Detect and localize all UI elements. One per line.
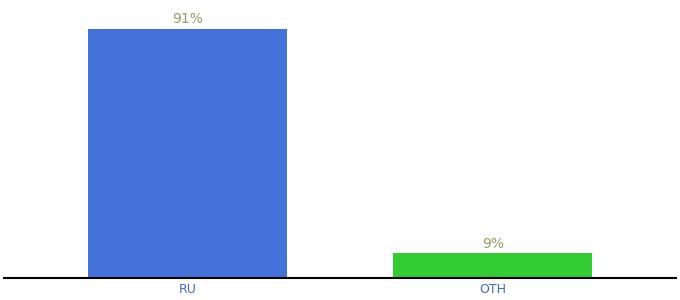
Text: 91%: 91% <box>172 12 203 26</box>
Bar <box>88 29 286 278</box>
Text: 9%: 9% <box>481 237 504 250</box>
Bar <box>394 253 592 278</box>
